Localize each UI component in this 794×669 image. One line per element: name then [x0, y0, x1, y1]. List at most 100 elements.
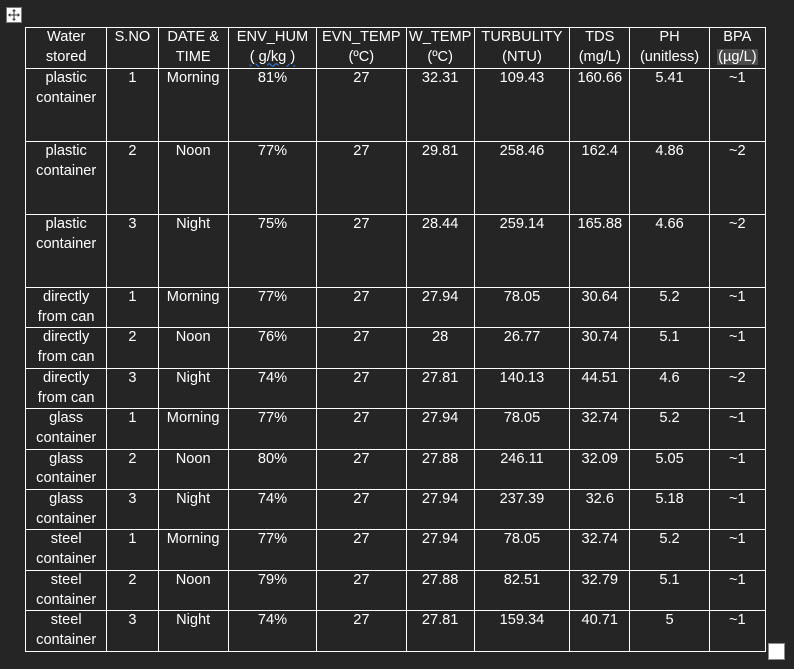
header-env-temp[interactable]: EVN_TEMP (ºC)	[316, 27, 407, 69]
cell-sno[interactable]: 1	[106, 408, 159, 450]
cell-w-temp[interactable]: 27.94	[405, 408, 475, 450]
cell-hum[interactable]: 77%	[227, 141, 318, 215]
cell-hum[interactable]: 77%	[227, 408, 318, 450]
cell-w-temp[interactable]: 27.81	[405, 367, 475, 410]
cell-sno[interactable]: 3	[106, 367, 159, 410]
cell-time[interactable]: Morning	[157, 68, 229, 142]
cell-bpa[interactable]: ~1	[708, 569, 767, 612]
header-ph[interactable]: PH (unitless)	[629, 27, 710, 69]
cell-w-temp[interactable]: 27.94	[405, 529, 475, 571]
cell-water[interactable]: directly from can	[24, 367, 108, 410]
cell-time[interactable]: Night	[157, 610, 229, 652]
cell-tds[interactable]: 32.74	[569, 408, 631, 450]
cell-time[interactable]: Morning	[157, 408, 229, 450]
cell-env-temp[interactable]: 27	[316, 448, 407, 491]
cell-tds[interactable]: 30.64	[569, 286, 631, 329]
cell-hum[interactable]: 74%	[227, 610, 318, 652]
cell-hum[interactable]: 74%	[227, 489, 318, 531]
cell-hum[interactable]: 76%	[227, 327, 318, 369]
cell-water[interactable]: steel container	[24, 610, 108, 652]
header-date-time[interactable]: DATE & TIME	[157, 27, 229, 69]
cell-ph[interactable]: 5.2	[629, 408, 710, 450]
cell-ph[interactable]: 5.2	[629, 529, 710, 571]
cell-turbidity[interactable]: 82.51	[473, 569, 571, 612]
cell-sno[interactable]: 1	[106, 529, 159, 571]
cell-sno[interactable]: 1	[106, 286, 159, 329]
header-bpa[interactable]: BPA (µg/L)	[708, 27, 767, 69]
header-water-stored[interactable]: Water stored	[24, 27, 108, 69]
cell-w-temp[interactable]: 27.88	[405, 448, 475, 491]
cell-bpa[interactable]: ~2	[708, 214, 767, 288]
cell-water[interactable]: glass container	[24, 408, 108, 450]
cell-ph[interactable]: 5.18	[629, 489, 710, 531]
cell-turbidity[interactable]: 246.11	[473, 448, 571, 491]
cell-w-temp[interactable]: 28	[405, 327, 475, 369]
cell-ph[interactable]: 4.6	[629, 367, 710, 410]
cell-ph[interactable]: 5.05	[629, 448, 710, 491]
cell-bpa[interactable]: ~1	[708, 286, 767, 329]
cell-hum[interactable]: 74%	[227, 367, 318, 410]
cell-env-temp[interactable]: 27	[316, 489, 407, 531]
cell-env-temp[interactable]: 27	[316, 141, 407, 215]
cell-w-temp[interactable]: 27.94	[405, 286, 475, 329]
cell-tds[interactable]: 32.09	[569, 448, 631, 491]
cell-bpa[interactable]: ~2	[708, 367, 767, 410]
cell-time[interactable]: Noon	[157, 141, 229, 215]
cell-turbidity[interactable]: 159.34	[473, 610, 571, 652]
header-sno[interactable]: S.NO	[106, 27, 159, 69]
cell-tds[interactable]: 165.88	[569, 214, 631, 288]
cell-hum[interactable]: 80%	[227, 448, 318, 491]
cell-water[interactable]: steel container	[24, 529, 108, 571]
cell-ph[interactable]: 5	[629, 610, 710, 652]
cell-turbidity[interactable]: 258.46	[473, 141, 571, 215]
header-env-hum[interactable]: ENV_HUM ( g/kg )	[227, 27, 318, 69]
header-tds[interactable]: TDS (mg/L)	[569, 27, 631, 69]
cell-turbidity[interactable]: 78.05	[473, 529, 571, 571]
cell-water[interactable]: glass container	[24, 489, 108, 531]
cell-turbidity[interactable]: 78.05	[473, 286, 571, 329]
cell-env-temp[interactable]: 27	[316, 327, 407, 369]
cell-bpa[interactable]: ~2	[708, 141, 767, 215]
cell-env-temp[interactable]: 27	[316, 529, 407, 571]
cell-hum[interactable]: 75%	[227, 214, 318, 288]
header-w-temp[interactable]: W_TEMP (ºC)	[405, 27, 475, 69]
cell-water[interactable]: plastic container	[24, 141, 108, 215]
cell-env-temp[interactable]: 27	[316, 68, 407, 142]
cell-w-temp[interactable]: 27.81	[405, 610, 475, 652]
cell-water[interactable]: steel container	[24, 569, 108, 612]
cell-water[interactable]: glass container	[24, 448, 108, 491]
cell-turbidity[interactable]: 78.05	[473, 408, 571, 450]
cell-hum[interactable]: 81%	[227, 68, 318, 142]
cell-tds[interactable]: 32.79	[569, 569, 631, 612]
cell-ph[interactable]: 5.1	[629, 327, 710, 369]
cell-w-temp[interactable]: 27.88	[405, 569, 475, 612]
cell-sno[interactable]: 2	[106, 327, 159, 369]
table-resize-handle[interactable]	[768, 643, 785, 660]
cell-sno[interactable]: 1	[106, 68, 159, 142]
cell-env-temp[interactable]: 27	[316, 569, 407, 612]
cell-tds[interactable]: 32.74	[569, 529, 631, 571]
cell-time[interactable]: Night	[157, 367, 229, 410]
cell-hum[interactable]: 79%	[227, 569, 318, 612]
cell-bpa[interactable]: ~1	[708, 327, 767, 369]
cell-water[interactable]: directly from can	[24, 286, 108, 329]
cell-bpa[interactable]: ~1	[708, 529, 767, 571]
cell-env-temp[interactable]: 27	[316, 214, 407, 288]
cell-w-temp[interactable]: 29.81	[405, 141, 475, 215]
cell-bpa[interactable]: ~1	[708, 610, 767, 652]
cell-ph[interactable]: 5.41	[629, 68, 710, 142]
cell-tds[interactable]: 32.6	[569, 489, 631, 531]
cell-sno[interactable]: 3	[106, 489, 159, 531]
cell-tds[interactable]: 160.66	[569, 68, 631, 142]
cell-water[interactable]: plastic container	[24, 214, 108, 288]
cell-water[interactable]: plastic container	[24, 68, 108, 142]
cell-tds[interactable]: 40.71	[569, 610, 631, 652]
table-move-handle[interactable]	[6, 7, 22, 23]
cell-sno[interactable]: 2	[106, 569, 159, 612]
cell-env-temp[interactable]: 27	[316, 408, 407, 450]
cell-time[interactable]: Morning	[157, 286, 229, 329]
cell-ph[interactable]: 5.1	[629, 569, 710, 612]
cell-turbidity[interactable]: 259.14	[473, 214, 571, 288]
cell-ph[interactable]: 4.86	[629, 141, 710, 215]
cell-sno[interactable]: 3	[106, 214, 159, 288]
